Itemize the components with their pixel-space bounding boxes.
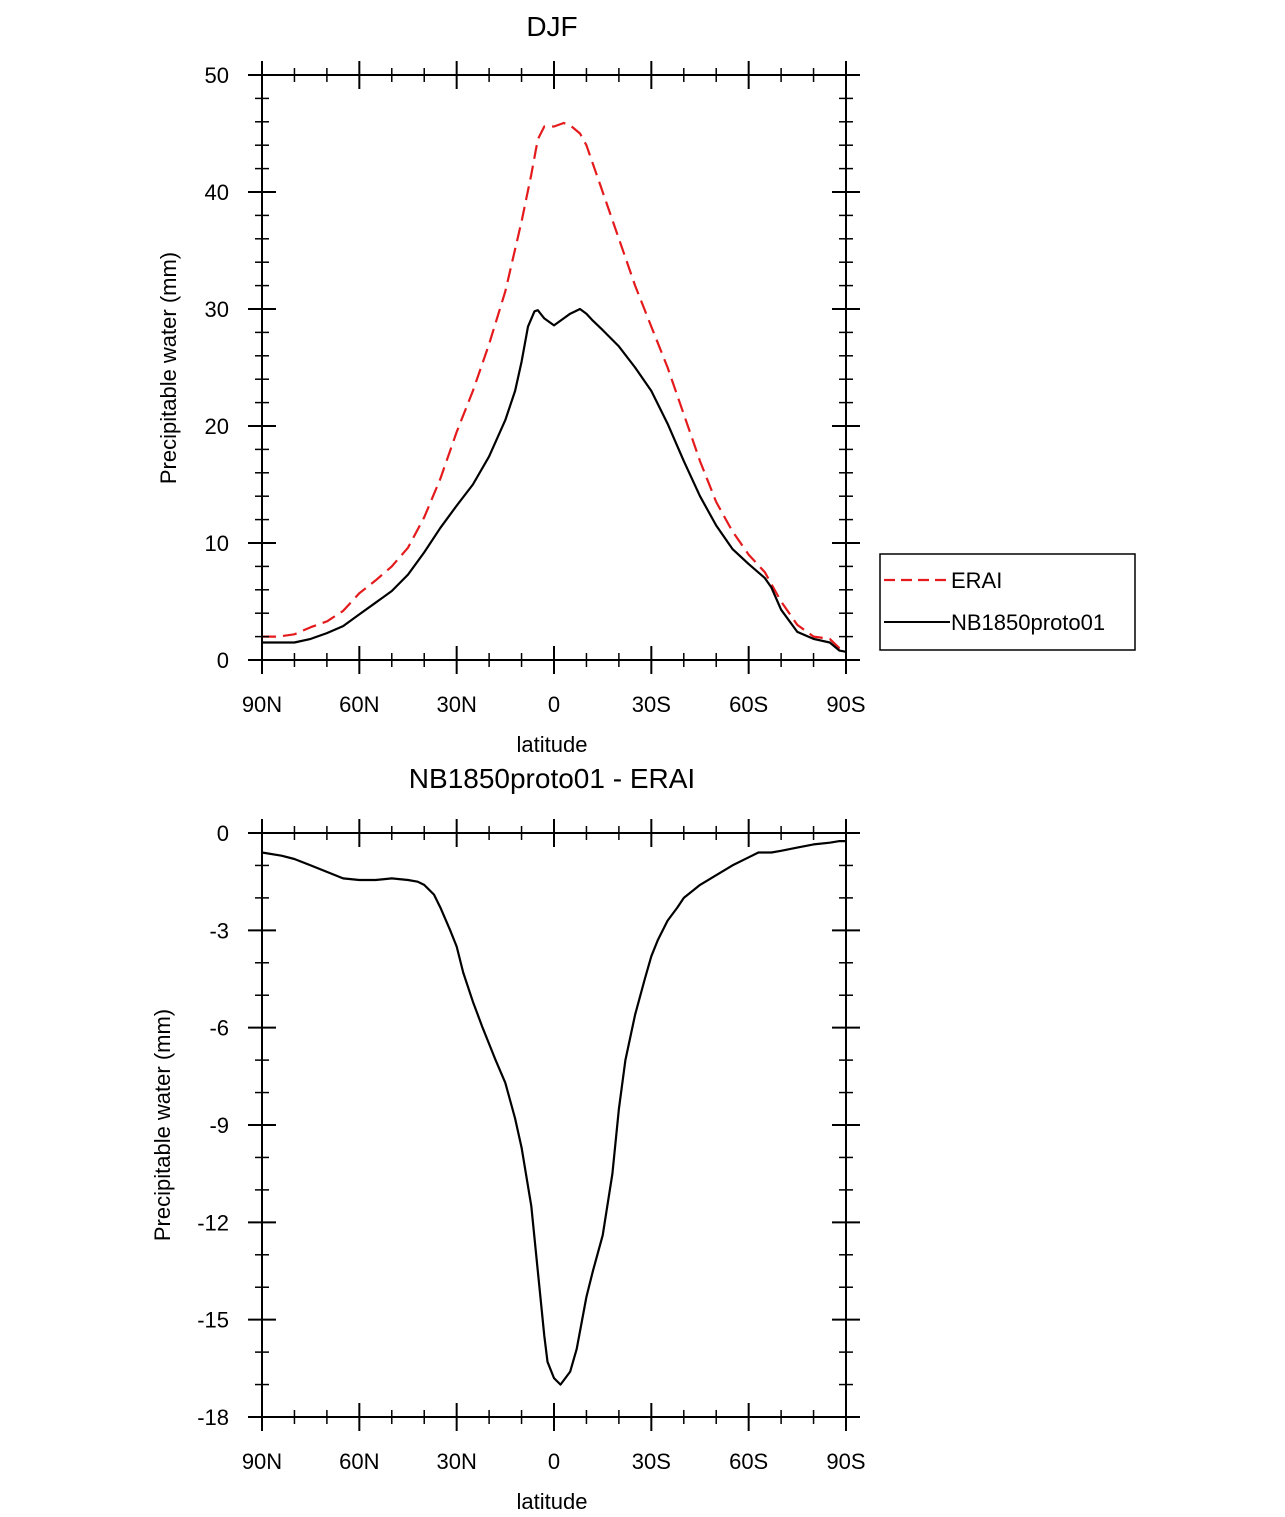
y-tick-label: 0	[217, 648, 229, 673]
y-tick-label: -15	[197, 1308, 229, 1333]
y-tick-label: 10	[205, 531, 229, 556]
tick-layer	[248, 819, 860, 1431]
y-tick-label: -9	[209, 1113, 229, 1138]
x-tick-label: 30S	[632, 692, 671, 717]
series-line-erai	[262, 121, 847, 652]
chart-title: DJF	[526, 11, 577, 42]
panel-difference: NB1850proto01 - ERAI 0 -3 -6 -9 -12 -15 -18 90…	[150, 763, 866, 1514]
legend: ERAI NB1850proto01	[879, 553, 1136, 651]
x-axis-label: latitude	[517, 732, 588, 757]
y-tick-label: -6	[209, 1016, 229, 1041]
x-tick-label: 60N	[339, 1449, 379, 1474]
x-tick-label: 0	[548, 1449, 560, 1474]
y-tick-label: -18	[197, 1405, 229, 1430]
series-line-nb1850proto01-erai	[261, 839, 846, 1386]
legend-label-model: NB1850proto01	[951, 610, 1105, 635]
x-tick-label: 30N	[436, 1449, 476, 1474]
y-tick-label: 50	[205, 63, 229, 88]
y-tick-labels: 0 10 20 30 40 50	[205, 63, 229, 673]
y-axis-label: Precipitable water (mm)	[150, 1009, 175, 1241]
legend-label-erai: ERAI	[951, 568, 1002, 593]
x-tick-label: 60N	[339, 692, 379, 717]
x-tick-label: 90S	[826, 1449, 865, 1474]
x-tick-labels: 90N 60N 30N 0 30S 60S 90S	[242, 692, 866, 717]
plot-frame	[261, 832, 847, 1418]
y-tick-label: 40	[205, 180, 229, 205]
y-tick-label: 0	[217, 821, 229, 846]
x-tick-label: 30S	[632, 1449, 671, 1474]
x-axis-label: latitude	[517, 1489, 588, 1514]
panel-djf: DJF 0 10 20 30 40 50 90N 60N 30N 0 30S 60S 90S lati…	[156, 11, 1136, 757]
legend-box	[879, 553, 1136, 651]
chart-title: NB1850proto01 - ERAI	[409, 763, 695, 794]
series-layer	[262, 121, 847, 653]
x-tick-labels: 90N 60N 30N 0 30S 60S 90S	[242, 1449, 866, 1474]
x-tick-label: 30N	[436, 692, 476, 717]
x-tick-label: 60S	[729, 692, 768, 717]
y-tick-labels: 0 -3 -6 -9 -12 -15 -18	[197, 821, 229, 1430]
series-layer	[261, 839, 846, 1386]
tick-layer	[248, 61, 860, 674]
x-tick-label: 90N	[242, 692, 282, 717]
y-axis-label: Precipitable water (mm)	[156, 252, 181, 484]
x-tick-label: 90N	[242, 1449, 282, 1474]
x-tick-label: 60S	[729, 1449, 768, 1474]
y-tick-label: 30	[205, 297, 229, 322]
y-tick-label: -3	[209, 918, 229, 943]
series-line-nb1850proto01	[262, 307, 847, 653]
y-tick-label: 20	[205, 414, 229, 439]
x-tick-label: 0	[548, 692, 560, 717]
x-tick-label: 90S	[826, 692, 865, 717]
y-tick-label: -12	[197, 1210, 229, 1235]
